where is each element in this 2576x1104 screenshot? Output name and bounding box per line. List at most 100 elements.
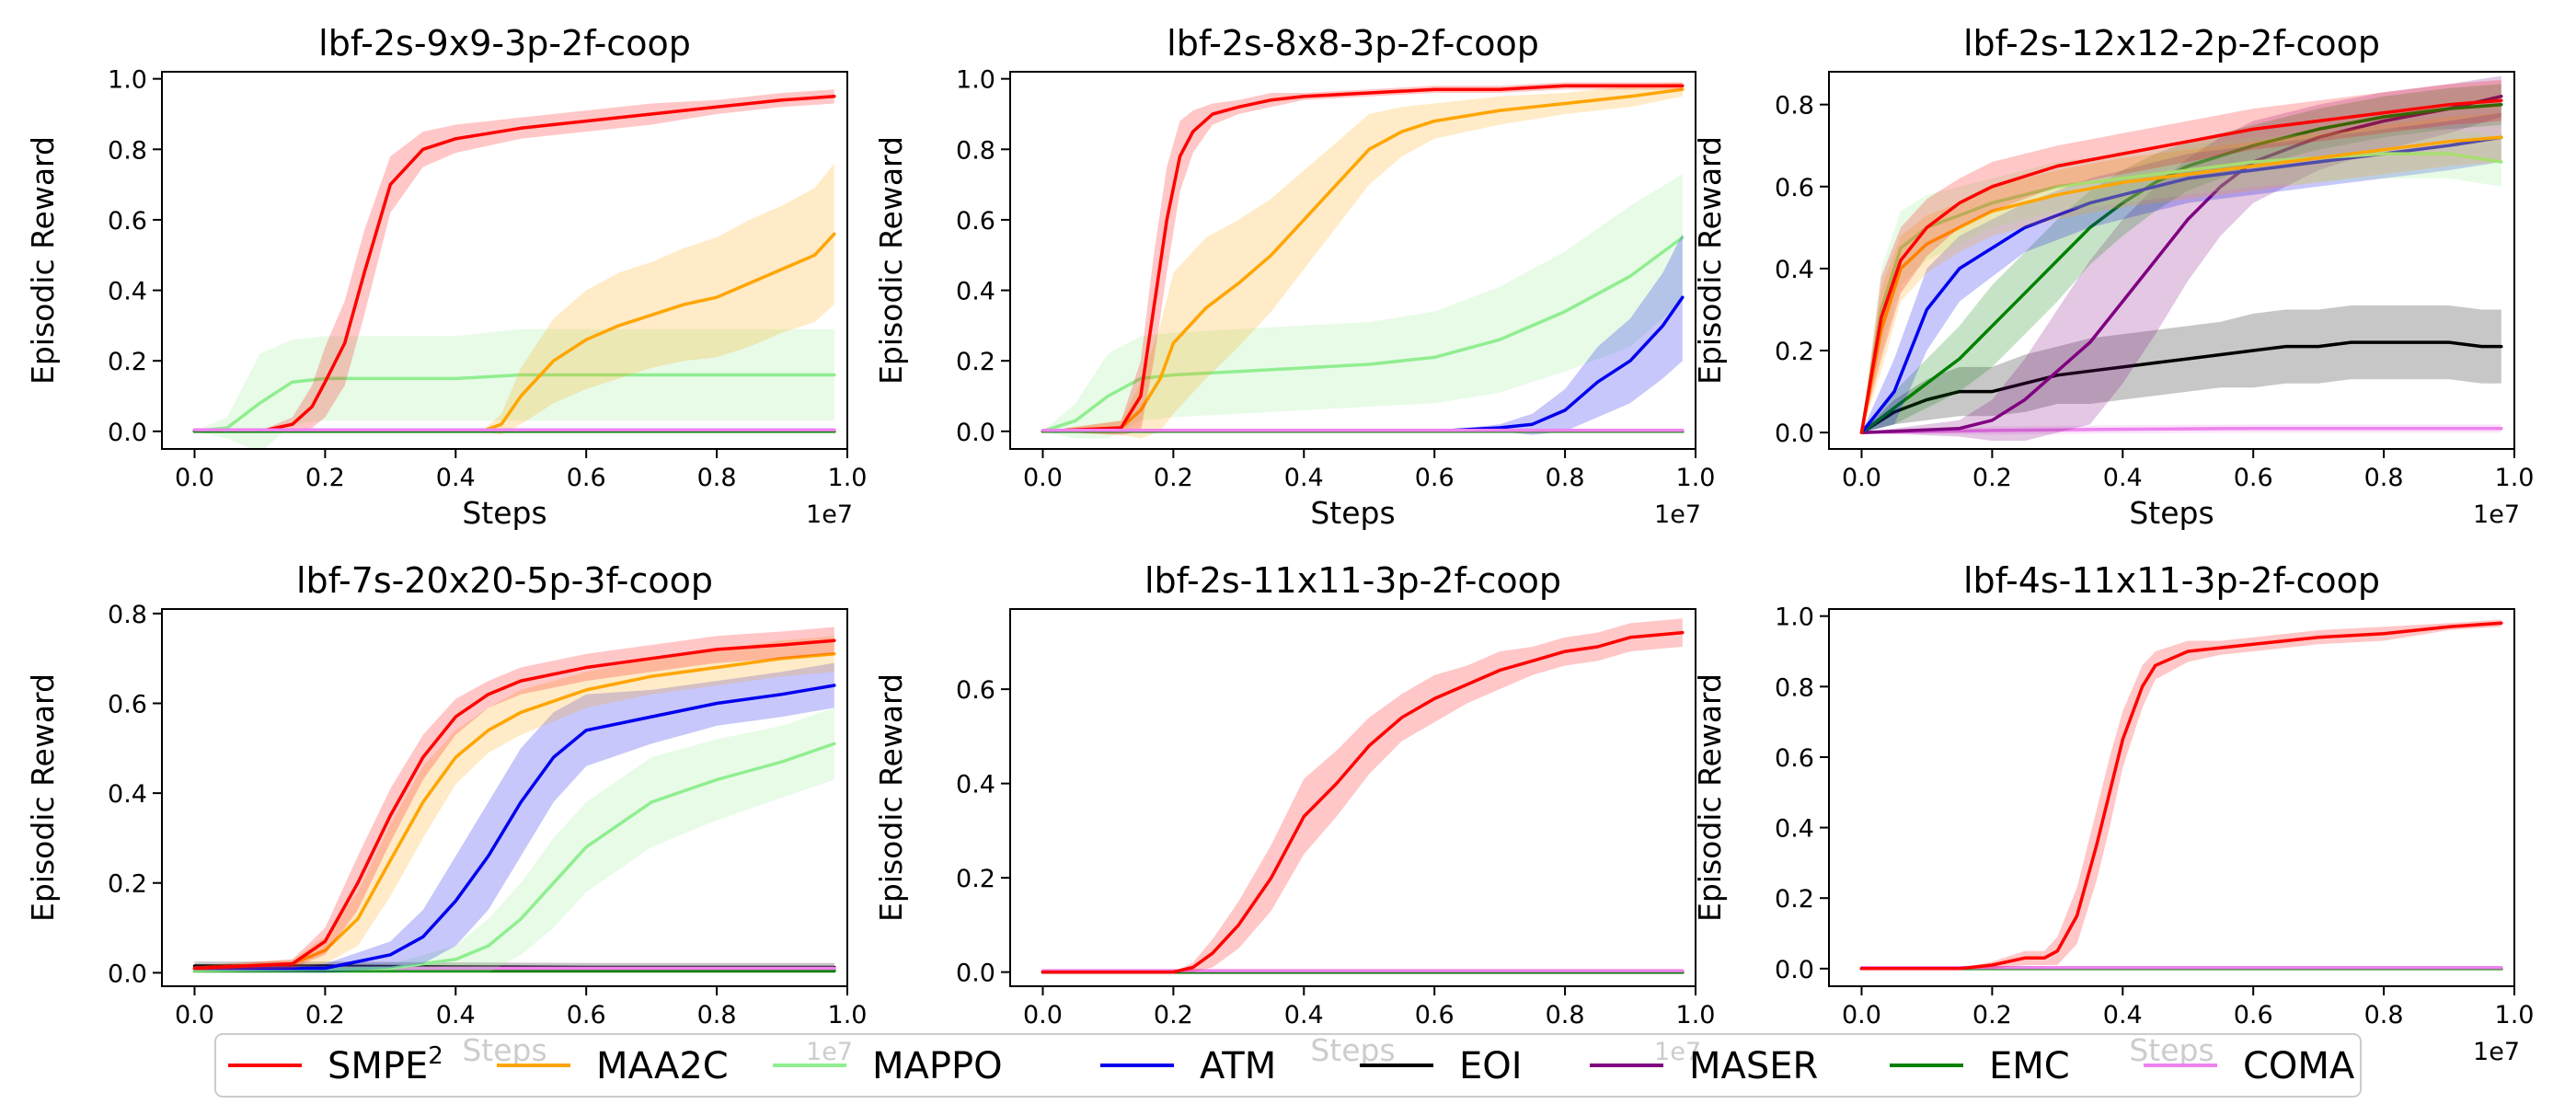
x-tick-label: 0.6	[2234, 464, 2273, 492]
y-tick-label: 0.4	[956, 278, 995, 306]
series-line-smpe2	[1041, 84, 1685, 433]
y-tick-label: 0.0	[1775, 956, 1814, 984]
y-tick-label: 0.8	[956, 136, 995, 165]
plot-area	[1041, 618, 1685, 974]
x-tick-label: 0.0	[1842, 464, 1881, 492]
series-line-mappo	[1041, 236, 1685, 433]
legend-label: SMPE2	[328, 1042, 443, 1087]
x-axis-offset: 1e7	[2473, 1038, 2520, 1066]
y-tick-label: 0.4	[956, 771, 995, 799]
legend-item-maser: MASER	[1590, 1045, 1818, 1087]
subplot-2: lbf-2s-8x8-3p-2f-coop 0.0 0.2 0.4 0.6 0.8 1.0 S…	[873, 23, 1715, 531]
y-tick-label: 0.8	[108, 601, 147, 629]
series-line-smpe2	[1859, 98, 2503, 434]
subplot-grid: lbf-2s-9x9-3p-2f-coop 0.0 0.2 0.4 0.6 0.8 1.0 S…	[25, 23, 2534, 1068]
series-line-mappo	[1859, 152, 2503, 434]
x-tick-label: 1.0	[2495, 464, 2535, 492]
subplot-title: lbf-2s-12x12-2p-2f-coop	[1963, 23, 2380, 63]
x-tick-label: 0.6	[567, 464, 606, 492]
legend-item-emc: EMC	[1890, 1045, 2070, 1087]
y-tick-label: 0.6	[956, 207, 995, 236]
y-tick-label: 0.0	[1775, 420, 1814, 448]
series-band-maa2c	[1042, 82, 1683, 439]
series-line-coma	[1859, 426, 2503, 434]
series-line-maser	[1859, 94, 2503, 434]
y-tick-label: 0.4	[108, 780, 147, 809]
x-tick-label: 1.0	[2495, 1001, 2535, 1029]
series-band-emc	[1861, 84, 2501, 433]
series-line-smpe2	[1041, 630, 1685, 974]
x-tick-label: 0.4	[2103, 464, 2143, 492]
y-tick-label: 1.0	[956, 66, 995, 95]
series-band-maser	[1861, 75, 2501, 442]
series-band-atm	[1861, 112, 2501, 433]
x-tick-label: 1.0	[1676, 464, 1716, 492]
x-axis-label: Steps	[2129, 495, 2214, 531]
y-tick-label: 0.2	[956, 865, 995, 893]
series-line-maa2c	[1041, 87, 1685, 433]
legend-frame	[214, 1033, 2362, 1098]
x-tick-label: 0.6	[1415, 464, 1455, 492]
plot-area	[1859, 75, 2503, 442]
x-tick-label: 1.0	[828, 464, 868, 492]
y-tick-label: 0.2	[1775, 338, 1814, 366]
series-line-emc	[1859, 102, 2503, 434]
subplot-3: lbf-2s-12x12-2p-2f-coop 0.0 0.2 0.4 0.6 0.8 1.…	[1692, 23, 2534, 531]
y-tick-label: 0.8	[1775, 673, 1814, 702]
axes-frame	[161, 71, 848, 450]
x-tick-label: 0.4	[1284, 1001, 1324, 1029]
y-tick-label: 0.0	[108, 960, 147, 988]
legend-item-coma: COMA	[2144, 1045, 2355, 1087]
x-tick-label: 0.8	[1546, 1001, 1585, 1029]
x-axis-label: Steps	[462, 495, 546, 531]
series-line-smpe2	[192, 638, 836, 971]
x-tick-label: 0.2	[1972, 464, 2012, 492]
x-tick-label: 0.0	[1023, 1001, 1063, 1029]
x-tick-label: 0.2	[1154, 1001, 1193, 1029]
legend-item-smpe2: SMPE2	[228, 1042, 443, 1087]
series-band-maa2c	[1861, 112, 2501, 433]
x-tick-label: 0.8	[2364, 1001, 2404, 1029]
x-tick-label: 0.0	[175, 464, 214, 492]
series-band-smpe2	[1861, 79, 2501, 433]
subplot-5: lbf-2s-11x11-3p-2f-coop 0.0 0.2 0.4 0.6 0.8 1.…	[873, 560, 1715, 1068]
y-tick-label: 1.0	[1775, 604, 1814, 632]
x-axis-offset: 1e7	[806, 500, 853, 529]
series-band-smpe2	[194, 89, 834, 431]
subplot-6: lbf-4s-11x11-3p-2f-coop 0.0 0.2 0.4 0.6 0.8 1.…	[1692, 560, 2534, 1068]
y-tick-label: 0.2	[956, 348, 995, 376]
subplot-title: lbf-7s-20x20-5p-3f-coop	[296, 560, 713, 601]
x-tick-label: 0.2	[305, 1001, 345, 1029]
y-tick-label: 0.2	[108, 870, 147, 899]
legend-label: MASER	[1689, 1045, 1818, 1087]
subplot-title: lbf-2s-11x11-3p-2f-coop	[1144, 560, 1561, 601]
y-tick-label: 0.8	[1775, 92, 1814, 121]
legend-item-eoi: EOI	[1360, 1045, 1523, 1087]
series-band-smpe2	[1042, 618, 1683, 972]
y-tick-label: 0.6	[956, 676, 995, 705]
plot-area	[1041, 82, 1685, 439]
x-axis-label: Steps	[1310, 495, 1395, 531]
y-tick-label: 0.6	[108, 691, 147, 719]
subplot-title: lbf-2s-9x9-3p-2f-coop	[318, 23, 691, 63]
y-axis-label: Episodic Reward	[873, 136, 909, 385]
axes-frame	[1009, 71, 1696, 450]
axes-frame	[1828, 608, 2515, 987]
legend-label: ATM	[1200, 1045, 1276, 1087]
legend-label: EOI	[1459, 1045, 1523, 1087]
x-axis-offset: 1e7	[1654, 500, 1701, 529]
axes-frame	[1828, 71, 2515, 450]
y-tick-label: 0.0	[108, 419, 147, 447]
series-band-mappo	[194, 707, 834, 973]
series-line-atm	[192, 684, 836, 971]
y-axis-label: Episodic Reward	[1692, 136, 1728, 385]
plot-area	[192, 627, 836, 973]
legend-label: EMC	[1989, 1045, 2070, 1087]
x-tick-label: 0.2	[1972, 1001, 2012, 1029]
series-band-mappo	[194, 328, 834, 449]
x-axis-offset: 1e7	[2473, 500, 2520, 529]
y-tick-label: 0.8	[108, 136, 147, 165]
series-line-atm	[1859, 135, 2503, 434]
y-tick-label: 0.6	[1775, 174, 1814, 202]
series-line-maa2c	[192, 652, 836, 971]
